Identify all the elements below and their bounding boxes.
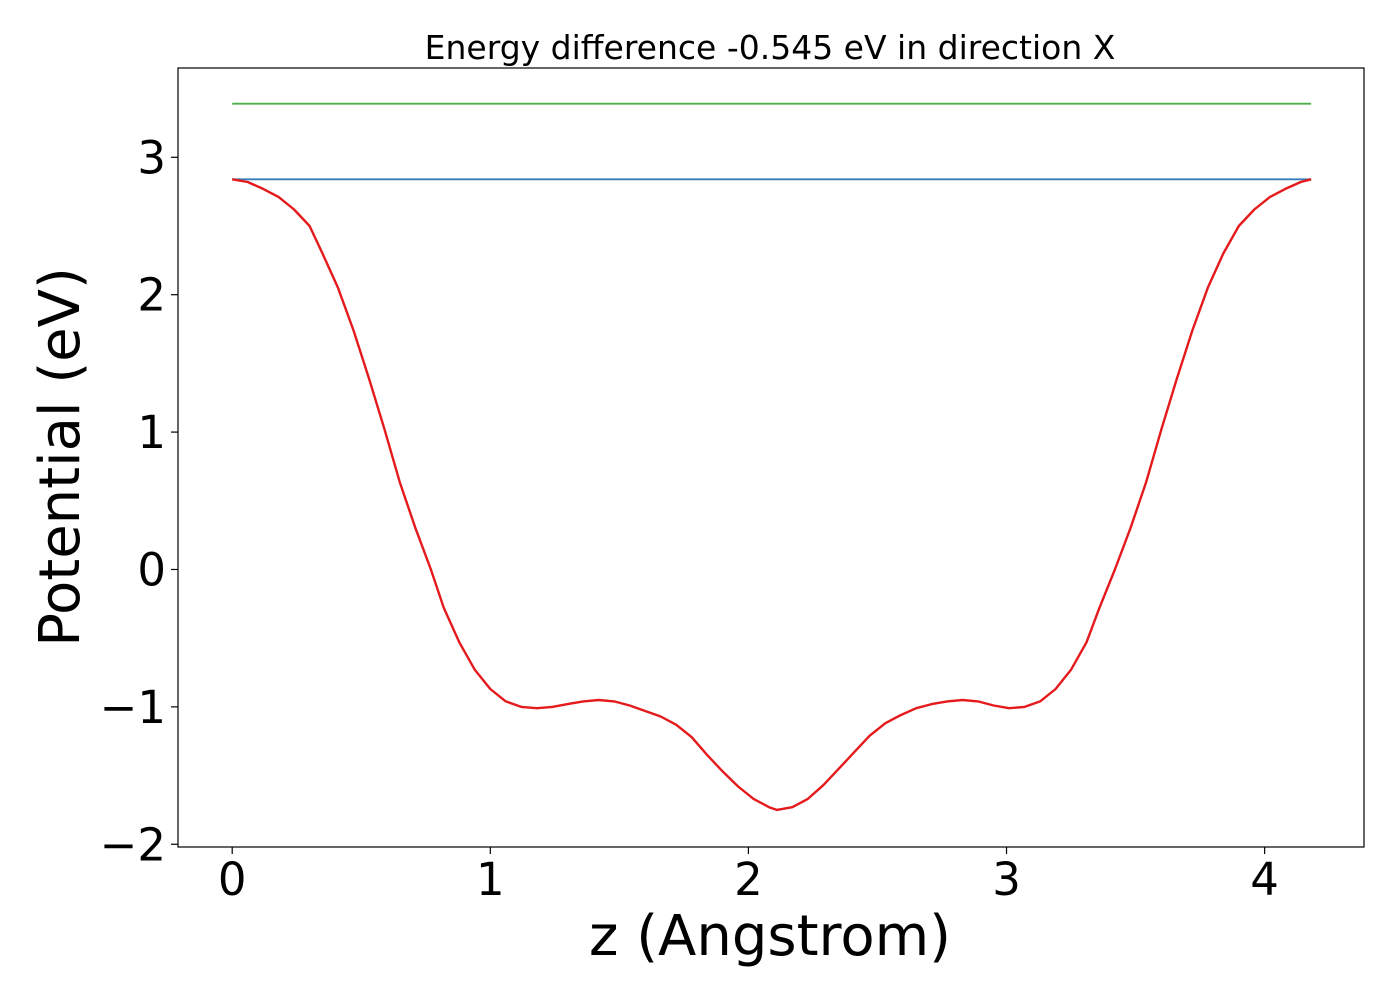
series-layer [231, 102, 1312, 812]
x-tick-label-0: 0 [218, 853, 247, 906]
x-tick-label-2: 2 [734, 853, 763, 906]
chart-title: Energy difference -0.545 eV in direction… [425, 28, 1116, 67]
y-axis-label: Potential (eV) [28, 267, 93, 647]
plot-area-frame [177, 67, 1365, 848]
x-axis-label: z (Angstrom) [589, 904, 951, 969]
x-tick-label-3: 3 [992, 853, 1021, 906]
x-tick-label-4: 4 [1250, 853, 1279, 906]
y-tick-label-5: 3 [137, 131, 166, 184]
y-tick-label-3: 1 [137, 406, 166, 459]
series-line-0 [231, 178, 1312, 812]
y-tick-label-2: 0 [137, 543, 166, 596]
y-tick-label-4: 2 [137, 269, 166, 322]
x-tick-label-1: 1 [476, 853, 505, 906]
y-axis: −2 −1 0 1 2 3 [100, 131, 178, 871]
y-tick-label-1: −1 [100, 681, 166, 734]
x-axis: 0 1 2 3 4 [218, 847, 1279, 906]
y-tick-label-0: −2 [100, 818, 166, 871]
